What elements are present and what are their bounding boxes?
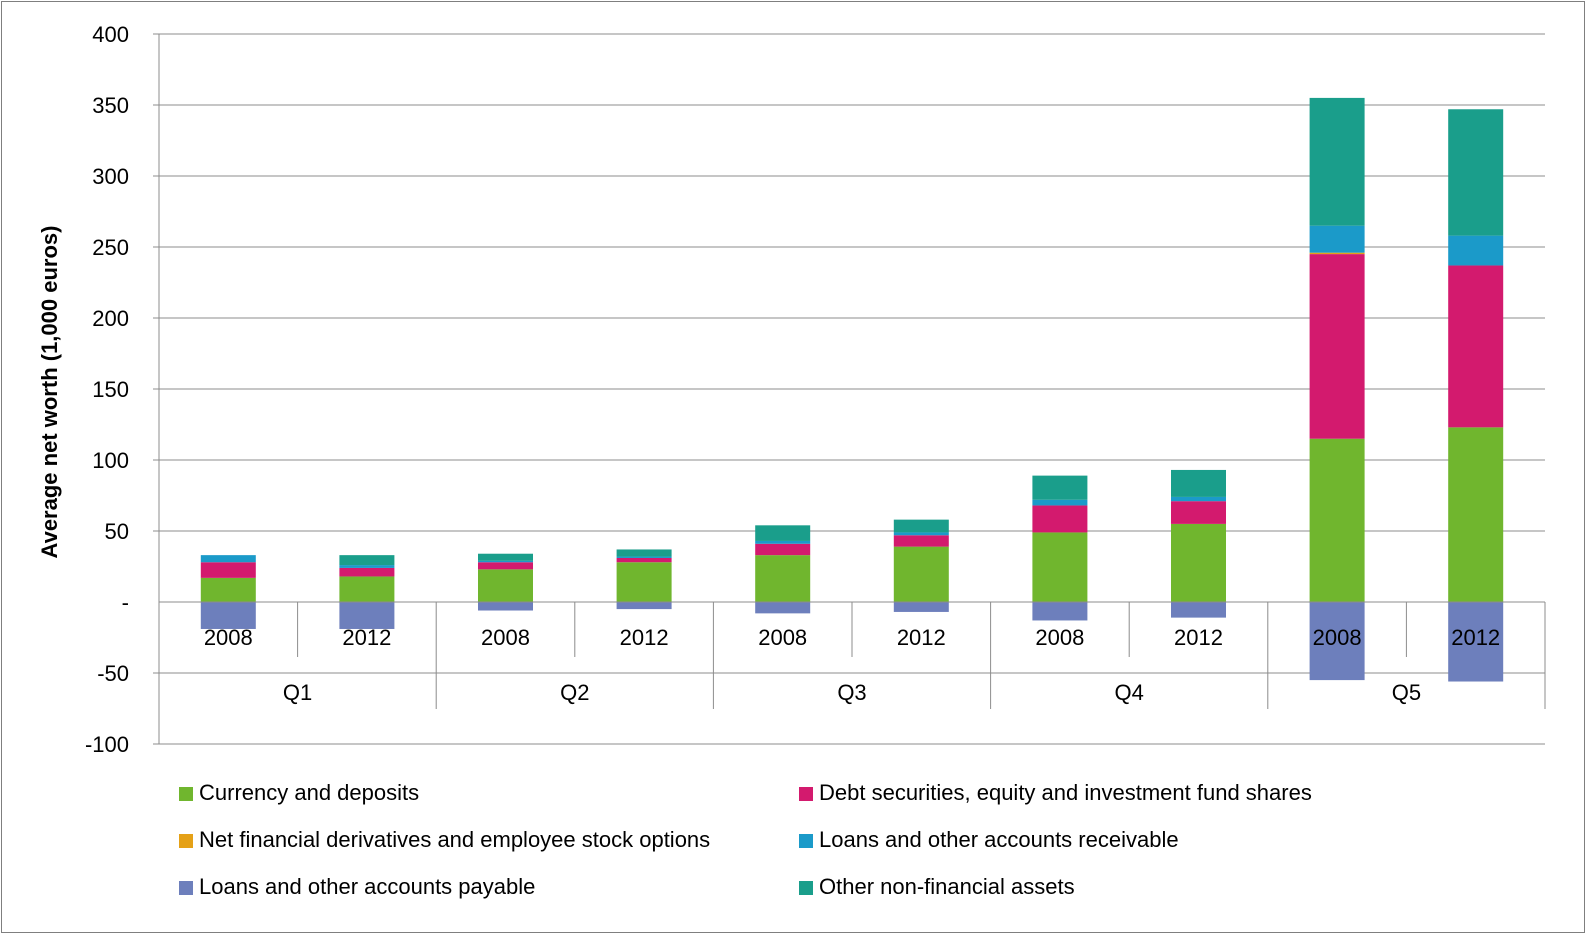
y-tick-label: 350 [92, 93, 129, 118]
y-axis-ticks: 400 350 300 250 200 150 100 50 - -50 -100 [85, 22, 129, 757]
bar-segment [478, 562, 533, 570]
y-tick-label: 50 [105, 519, 129, 544]
bar-segment [1448, 109, 1504, 236]
x-tick-label: 2012 [620, 625, 669, 650]
y-tick-label: -50 [97, 661, 129, 686]
bar-segment [893, 519, 949, 533]
legend-swatch [179, 881, 193, 895]
legend-label: Currency and deposits [199, 780, 419, 805]
bar-segment [616, 556, 672, 558]
x-group-label: Q3 [837, 680, 866, 705]
legend-label: Net financial derivatives and employee s… [199, 827, 710, 852]
bar-segment [616, 549, 672, 557]
bar-segment [478, 560, 533, 563]
bar-segment [616, 562, 672, 602]
bar-segment [616, 557, 672, 563]
y-tick-label: 250 [92, 235, 129, 260]
bar-segment [755, 602, 811, 614]
legend-label: Loans and other accounts payable [199, 874, 535, 899]
y-tick-label: -100 [85, 732, 129, 757]
bar-segment [1171, 496, 1226, 502]
legend-swatch [799, 881, 813, 895]
x-tick-label: 2012 [1174, 625, 1223, 650]
x-tick-label: 2012 [342, 625, 391, 650]
legend: Currency and deposits Debt securities, eq… [179, 780, 1312, 899]
bar-segment [755, 525, 811, 541]
bar-segment [893, 535, 949, 547]
bar-segment [893, 546, 949, 602]
bar-segment [1171, 469, 1226, 497]
bar-segment [1032, 499, 1088, 506]
bar-segment [1032, 532, 1088, 602]
bar-segment [1309, 602, 1365, 681]
bar-segment [755, 555, 811, 602]
bar-segment [1171, 602, 1226, 618]
bar-segment [1309, 225, 1365, 253]
x-tick-label: 2008 [204, 625, 253, 650]
bar-segment [1171, 501, 1226, 524]
bar-segment [1309, 438, 1365, 602]
bar-segment [1448, 265, 1504, 428]
legend-swatch [799, 787, 813, 801]
bar-segment [200, 602, 256, 629]
bar-segment [339, 576, 395, 602]
legend-label: Loans and other accounts receivable [819, 827, 1179, 852]
bar-segment [478, 602, 533, 611]
x-group-label: Q5 [1392, 680, 1421, 705]
bar-segment [1448, 427, 1504, 602]
legend-swatch [799, 834, 813, 848]
x-tick-label: 2012 [897, 625, 946, 650]
bar-segment [339, 565, 395, 568]
x-group-label: Q1 [283, 680, 312, 705]
bar-segment [1309, 97, 1365, 226]
bar-segment [200, 562, 256, 578]
x-group-label: Q2 [560, 680, 589, 705]
bar-segment [478, 569, 533, 602]
bar-segment [893, 532, 949, 536]
y-tick-label: - [122, 590, 129, 615]
y-tick-label: 300 [92, 164, 129, 189]
x-tick-label: 2012 [1451, 625, 1500, 650]
y-tick-label: 200 [92, 306, 129, 331]
x-tick-label: 2008 [1313, 625, 1362, 650]
bar-segment [1032, 505, 1088, 533]
legend-swatch [179, 787, 193, 801]
bar-segment [755, 543, 811, 556]
bar-segment [893, 602, 949, 612]
y-tick-label: 150 [92, 377, 129, 402]
bar-segment [339, 555, 395, 566]
bar-segment [755, 540, 811, 544]
bar-segment [1448, 235, 1504, 266]
y-tick-label: 400 [92, 22, 129, 47]
bar-segment [339, 602, 395, 629]
x-tick-label: 2008 [758, 625, 807, 650]
bar-segment [200, 555, 256, 563]
bar-segment [1032, 602, 1088, 621]
legend-label: Debt securities, equity and investment f… [819, 780, 1312, 805]
bar-segment [1171, 523, 1226, 602]
bar-segment [1309, 252, 1365, 255]
y-tick-label: 100 [92, 448, 129, 473]
bar-segment [200, 577, 256, 602]
x-group-label: Q4 [1115, 680, 1144, 705]
bar-segment [1309, 254, 1365, 439]
bar-segment [1032, 475, 1088, 500]
legend-label: Other non-financial assets [819, 874, 1075, 899]
x-tick-label: 2008 [1035, 625, 1084, 650]
bar-segment [339, 567, 395, 577]
bar-segment [616, 602, 672, 610]
gridlines [153, 33, 1545, 745]
bars [200, 97, 1504, 682]
bar-segment [1448, 602, 1504, 682]
x-tick-label: 2008 [481, 625, 530, 650]
legend-swatch [179, 834, 193, 848]
y-axis-label: Average net worth (1,000 euros) [37, 226, 62, 559]
x-axis: 2008 2012 2008 2012 2008 2012 2008 2012 2008 2012… [158, 601, 1546, 709]
bar-segment [478, 553, 533, 561]
